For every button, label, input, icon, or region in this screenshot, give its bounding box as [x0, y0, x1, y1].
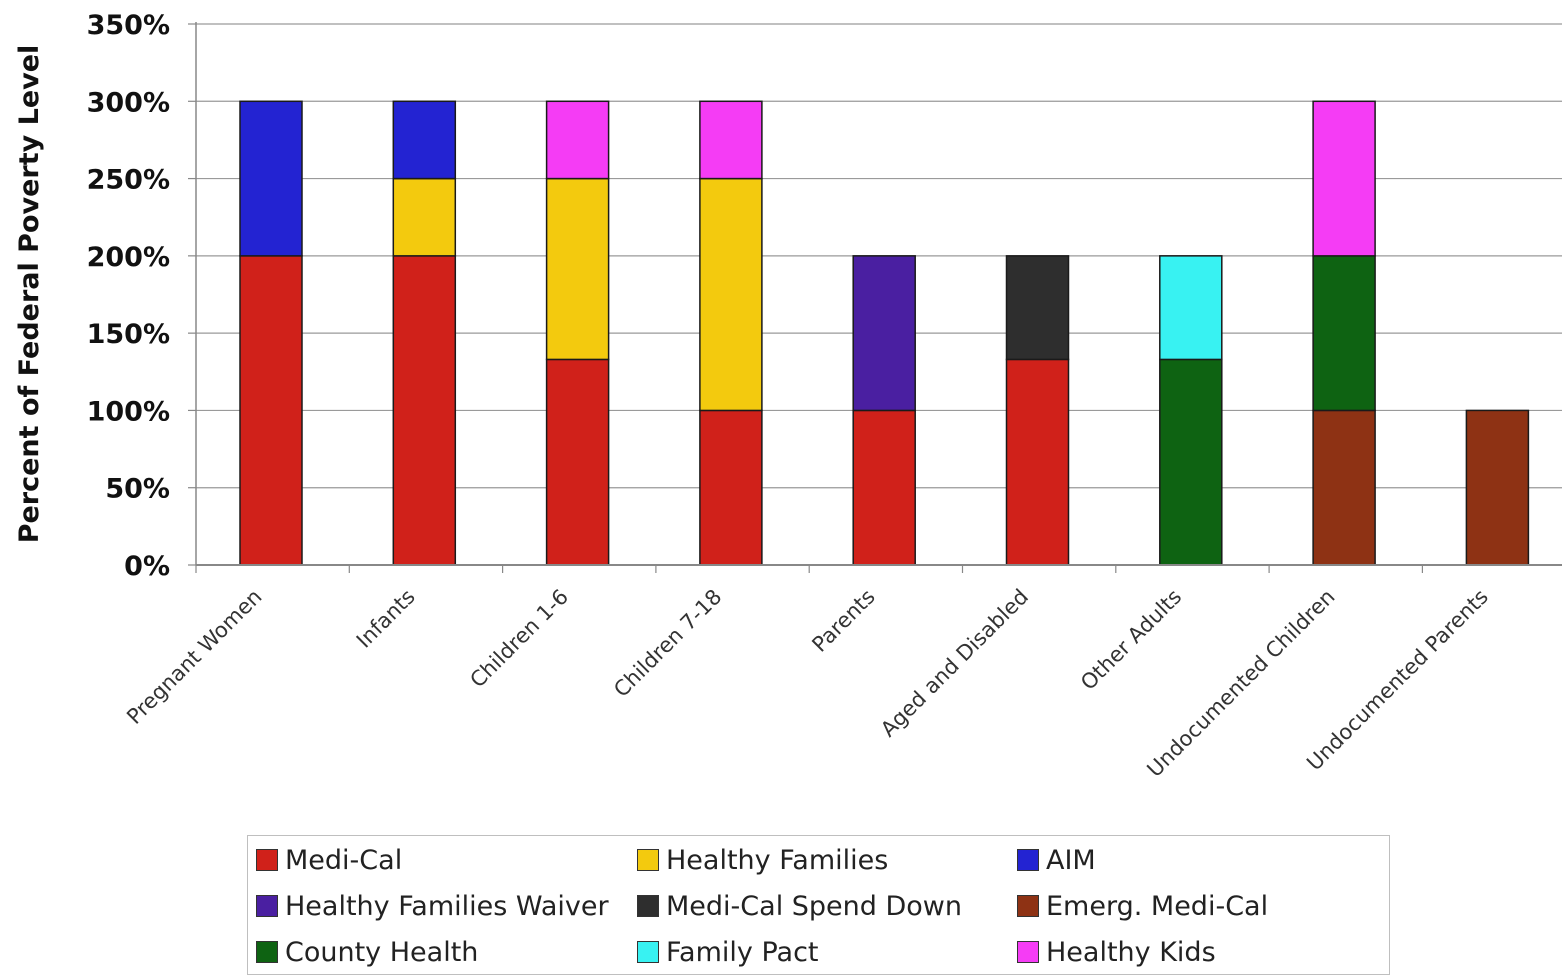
y-tick-label: 50%	[105, 474, 170, 505]
y-axis-title: Percent of Federal Poverty Level	[14, 45, 45, 544]
legend-swatch	[637, 849, 659, 871]
y-tick-label: 100%	[87, 396, 170, 427]
legend-label: Healthy Families	[666, 844, 889, 876]
y-tick-label: 200%	[87, 242, 170, 273]
bar-segment	[1312, 255, 1376, 412]
bar-segment	[1005, 358, 1070, 566]
bar-segment	[392, 177, 457, 257]
x-tick-label: Children 1-6	[465, 585, 573, 693]
bar-segment	[545, 358, 610, 566]
y-tick-label: 300%	[87, 87, 170, 118]
bars	[239, 100, 1530, 566]
axes	[195, 22, 1562, 573]
bar-segment	[392, 100, 457, 180]
legend-item: Healthy Families	[637, 840, 888, 880]
legend-swatch	[637, 895, 659, 917]
y-tick-label: 250%	[87, 165, 170, 196]
bar-segment	[1159, 255, 1223, 361]
legend-swatch	[256, 895, 278, 917]
y-tick-label: 0%	[124, 551, 170, 582]
bar-segment	[699, 409, 763, 566]
y-tick-label: 350%	[87, 10, 170, 41]
bar-segment	[699, 177, 763, 412]
x-tick-label: Aged and Disabled	[876, 585, 1033, 742]
legend-label: Healthy Families Waiver	[285, 890, 609, 922]
legend-label: Emerg. Medi-Cal	[1046, 890, 1269, 922]
bar-segment	[239, 100, 303, 257]
bar-segment	[699, 100, 763, 180]
bar-segment	[852, 409, 916, 566]
bar-segment	[1159, 358, 1223, 566]
bar-segment	[852, 255, 916, 412]
bar-segment	[545, 100, 610, 180]
x-axis-labels: Pregnant Women Infants Children 1-6 Childre…	[122, 585, 1493, 782]
x-tick-label: Parents	[807, 585, 879, 657]
x-tick-label: Pregnant Women	[122, 585, 266, 729]
bar-segment	[1465, 409, 1530, 566]
bar-segment	[545, 177, 610, 361]
legend-label: Healthy Kids	[1046, 936, 1216, 968]
y-axis-ticks: 0% 50% 100% 150% 200% 250% 300% 350%	[87, 10, 196, 582]
legend-item: Healthy Kids	[1017, 932, 1216, 972]
legend-item: AIM	[1017, 840, 1096, 880]
legend-item: Medi-Cal	[256, 840, 402, 880]
legend-swatch	[256, 849, 278, 871]
legend-item: Family Pact	[637, 932, 819, 972]
bar-segment	[1312, 100, 1376, 257]
legend-swatch	[1017, 941, 1039, 963]
bar-segment	[1312, 409, 1376, 566]
y-tick-label: 150%	[87, 319, 170, 350]
x-tick-label: Undocumented Parents	[1302, 585, 1493, 776]
bar-segment	[239, 255, 303, 566]
x-tick-label: Other Adults	[1076, 585, 1186, 695]
bar-segment	[392, 255, 457, 566]
legend: Medi-Cal Healthy Families AIM Healthy Famil…	[247, 835, 1390, 975]
bar-segment	[1005, 255, 1070, 361]
legend-swatch	[637, 941, 659, 963]
legend-label: Family Pact	[666, 936, 819, 968]
legend-item: County Health	[256, 932, 478, 972]
x-tick-label: Children 7-18	[609, 585, 726, 702]
legend-label: AIM	[1046, 844, 1096, 876]
legend-label: Medi-Cal	[285, 844, 403, 876]
legend-label: County Health	[285, 936, 479, 968]
legend-item: Healthy Families Waiver	[256, 886, 609, 926]
x-tick-label: Infants	[352, 585, 420, 653]
legend-item: Medi-Cal Spend Down	[637, 886, 962, 926]
legend-swatch	[1017, 895, 1039, 917]
legend-item: Emerg. Medi-Cal	[1017, 886, 1268, 926]
legend-swatch	[256, 941, 278, 963]
legend-swatch	[1017, 849, 1039, 871]
legend-label: Medi-Cal Spend Down	[666, 890, 962, 922]
